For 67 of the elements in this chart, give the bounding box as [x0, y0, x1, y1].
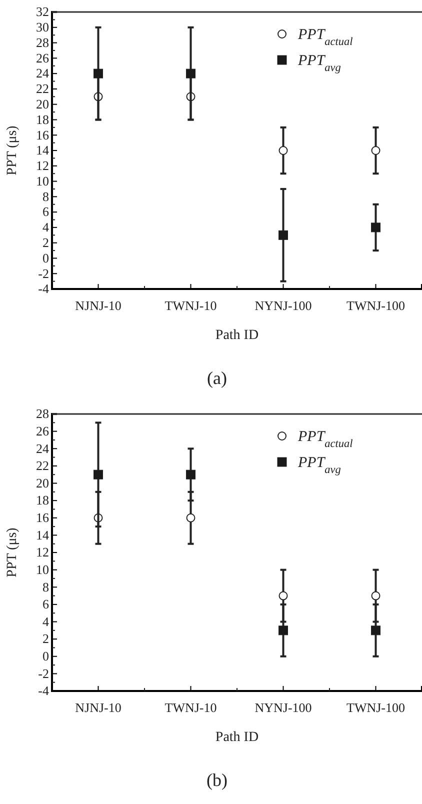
point — [278, 626, 288, 636]
y-tick-label: 22 — [36, 458, 49, 474]
y-tick-label: 6 — [42, 204, 50, 220]
y-tick-label: 2 — [42, 631, 49, 646]
point — [278, 230, 288, 240]
y-tick-label: -4 — [38, 683, 50, 698]
x-tick-label: NJNJ-10 — [75, 298, 122, 314]
y-tick-label: 0 — [42, 648, 49, 664]
point — [371, 222, 380, 232]
y-tick-label: 8 — [42, 188, 49, 204]
point — [186, 68, 196, 78]
y-tick-label: 4 — [42, 220, 50, 235]
y-tick-label: 22 — [36, 81, 49, 96]
y-tick-label: 28 — [36, 406, 49, 422]
legend-label: PPT$_{actual}$ — [297, 429, 353, 450]
point — [371, 591, 380, 600]
y-axis-title: PPT (μs) — [5, 125, 20, 176]
y-tick-label: 16 — [36, 510, 50, 526]
y-tick-label: 20 — [36, 96, 49, 112]
y-tick-label: 8 — [42, 579, 49, 594]
point — [94, 68, 103, 78]
y-tick-label: 26 — [36, 50, 50, 66]
y-tick-label: -2 — [38, 666, 49, 681]
y-tick-label: 24 — [36, 440, 50, 456]
y-tick-label: 10 — [36, 562, 49, 577]
point — [371, 626, 380, 636]
y-tick-label: -4 — [38, 281, 50, 296]
point — [371, 146, 380, 155]
x-axis-title: Path ID — [215, 328, 259, 343]
y-tick-label: 18 — [36, 112, 49, 127]
legend-label: PPT$_{actual}$ — [297, 27, 353, 48]
point — [94, 470, 103, 480]
text: (b) — [206, 770, 228, 790]
x-tick-label: TWNJ-10 — [164, 700, 217, 716]
y-tick-label: 28 — [36, 34, 49, 50]
y-tick-label: 4 — [42, 614, 50, 629]
y-tick-label: 32 — [36, 4, 49, 20]
x-tick-label: TWNJ-10 — [164, 298, 217, 314]
point — [186, 513, 196, 522]
y-tick-label: 12 — [36, 158, 49, 174]
y-tick-label: 0 — [42, 250, 49, 266]
y-tick-label: -2 — [38, 266, 49, 281]
point — [186, 470, 196, 480]
y-tick-label: 14 — [36, 142, 50, 158]
y-tick-label: 20 — [36, 475, 49, 490]
text: (a) — [207, 368, 227, 388]
y-tick-label: 26 — [36, 423, 50, 438]
legend-label: PPT$_{avg}$ — [297, 455, 342, 476]
y-axis-title: PPT (μs) — [5, 527, 20, 578]
point — [278, 591, 288, 600]
y-tick-label: 18 — [36, 492, 49, 508]
x-tick-label: NYNJ-100 — [254, 298, 312, 314]
y-tick-label: 2 — [42, 234, 49, 250]
x-tick-label: NYNJ-100 — [254, 700, 312, 716]
y-tick-label: 6 — [42, 596, 50, 612]
x-axis-title: Path ID — [215, 730, 259, 745]
y-tick-label: 10 — [36, 173, 49, 188]
y-tick-label: 24 — [36, 66, 50, 81]
y-tick-label: 30 — [36, 20, 49, 35]
x-tick-label: TWNJ-100 — [346, 700, 405, 716]
legend-label: PPT$_{avg}$ — [297, 53, 342, 74]
point — [278, 146, 288, 155]
y-tick-label: 12 — [36, 544, 49, 560]
y-tick-label: 16 — [36, 127, 50, 142]
x-tick-label: NJNJ-10 — [75, 700, 122, 716]
y-tick-label: 14 — [36, 527, 50, 542]
x-tick-label: TWNJ-100 — [346, 298, 405, 314]
